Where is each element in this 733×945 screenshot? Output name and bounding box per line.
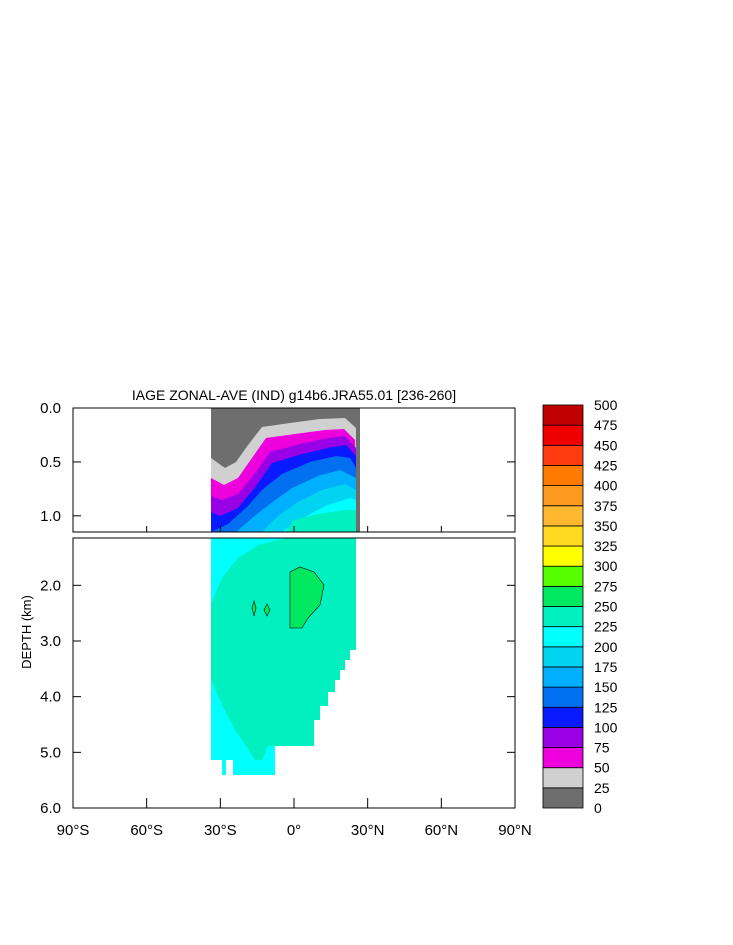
colorbar-swatch xyxy=(542,666,584,688)
bottom-mask-mid xyxy=(226,760,233,775)
y-tick-label: 2.0 xyxy=(40,577,61,594)
contour-band-275-lower xyxy=(289,566,325,629)
contour-patch-small-1 xyxy=(251,599,257,617)
colorbar-swatch xyxy=(542,485,584,507)
x-tick-label: 0° xyxy=(287,822,301,839)
y-tick-label: 4.0 xyxy=(40,689,61,706)
colorbar-swatch xyxy=(542,747,584,769)
colorbar-label: 225 xyxy=(594,619,618,635)
colorbar-swatch xyxy=(542,585,584,607)
colorbar-swatch xyxy=(542,444,584,466)
colorbar-swatch xyxy=(542,646,584,668)
colorbar-swatch xyxy=(542,787,584,809)
x-tick-label: 60°N xyxy=(425,822,459,839)
colorbar-swatch xyxy=(542,404,584,426)
x-axis: 90°S 60°S 30°S 0° 30°N 60°N 90°N xyxy=(57,526,532,839)
colorbar-label: 400 xyxy=(594,478,618,494)
colorbar-label: 75 xyxy=(594,740,610,756)
colorbar-swatch xyxy=(542,767,584,789)
y-axis-lower: 2.0 3.0 4.0 5.0 6.0 xyxy=(40,577,515,817)
colorbar: 0 25 50 75 100 125 150 175 200 225 250 275 300 325 350… xyxy=(542,397,618,816)
colorbar-label: 200 xyxy=(594,639,618,655)
colorbar-label: 300 xyxy=(594,558,618,574)
upper-panel-contours xyxy=(211,408,360,532)
colorbar-label: 425 xyxy=(594,457,618,473)
colorbar-label: 150 xyxy=(594,679,618,695)
y-axis-title: DEPTH (km) xyxy=(19,595,34,669)
colorbar-swatch xyxy=(542,706,584,728)
colorbar-swatch xyxy=(542,686,584,708)
chart-title: IAGE ZONAL-AVE (IND) g14b6.JRA55.01 [236… xyxy=(132,387,456,403)
y-tick-label: 0.5 xyxy=(40,454,61,471)
colorbar-swatch xyxy=(542,525,584,547)
colorbar-label: 500 xyxy=(594,397,618,413)
colorbar-label: 175 xyxy=(594,659,618,675)
lower-panel-contours xyxy=(211,538,356,775)
colorbar-label: 25 xyxy=(594,780,610,796)
colorbar-label: 250 xyxy=(594,599,618,615)
colorbar-label: 275 xyxy=(594,578,618,594)
colorbar-swatch xyxy=(542,465,584,487)
colorbar-label: 325 xyxy=(594,538,618,554)
contour-patch-small-2 xyxy=(263,603,271,617)
colorbar-swatch xyxy=(542,626,584,648)
x-tick-label: 90°N xyxy=(498,822,532,839)
colorbar-label: 475 xyxy=(594,417,618,433)
colorbar-label: 375 xyxy=(594,498,618,514)
colorbar-label: 125 xyxy=(594,699,618,715)
colorbar-swatch xyxy=(542,565,584,587)
y-tick-label: 3.0 xyxy=(40,633,61,650)
colorbar-label: 0 xyxy=(594,800,602,816)
colorbar-swatch xyxy=(542,606,584,628)
y-tick-label: 5.0 xyxy=(40,744,61,761)
colorbar-swatch xyxy=(542,505,584,527)
x-tick-label: 30°S xyxy=(204,822,237,839)
colorbar-label: 100 xyxy=(594,719,618,735)
y-tick-label: 0.0 xyxy=(40,400,61,417)
x-tick-label: 60°S xyxy=(130,822,163,839)
x-tick-label: 90°S xyxy=(57,822,90,839)
y-tick-label: 6.0 xyxy=(40,800,61,817)
colorbar-swatch xyxy=(542,545,584,567)
colorbar-label: 350 xyxy=(594,518,618,534)
bottom-mask-left xyxy=(211,760,222,775)
contour-band-225 xyxy=(286,510,356,532)
colorbar-label: 50 xyxy=(594,760,610,776)
y-axis-upper: 0.0 0.5 1.0 xyxy=(40,400,515,525)
y-tick-label: 1.0 xyxy=(40,508,61,525)
x-tick-label: 30°N xyxy=(351,822,385,839)
colorbar-label: 450 xyxy=(594,437,618,453)
colorbar-swatch xyxy=(542,424,584,446)
colorbar-swatch xyxy=(542,727,584,748)
